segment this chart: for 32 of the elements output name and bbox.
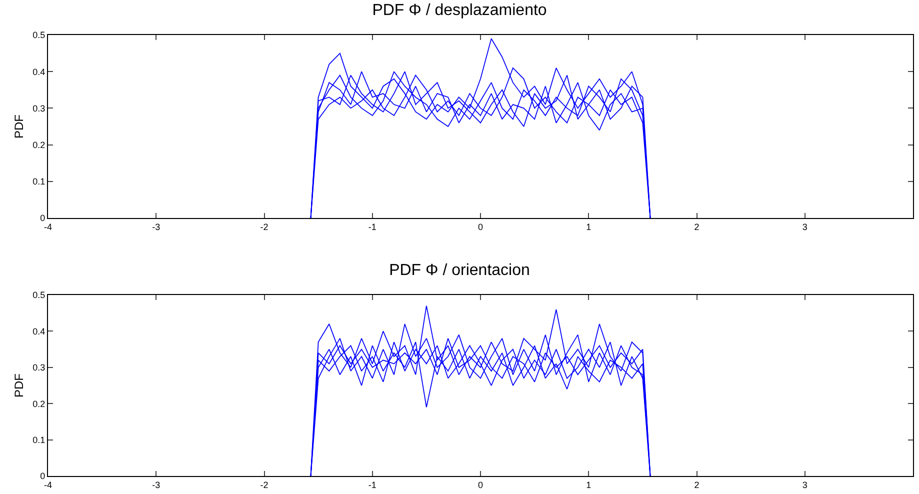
x-tick-label: 0 xyxy=(478,480,484,490)
chart-title: PDF Φ / orientacion xyxy=(389,262,530,279)
y-axis-title: PDF xyxy=(12,374,26,398)
y-tick-label: 0.5 xyxy=(32,30,46,40)
x-tick-label: -2 xyxy=(260,480,268,490)
y-tick-label: 0.2 xyxy=(32,398,46,409)
x-tick-label: 1 xyxy=(586,222,592,232)
x-tick-label: -3 xyxy=(152,222,160,232)
y-tick-label: 0.1 xyxy=(32,434,46,445)
y-tick-label: 0.3 xyxy=(32,103,46,114)
x-tick-label: 1 xyxy=(586,480,592,490)
y-tick-label: 0.2 xyxy=(32,140,46,150)
x-tick-label: -1 xyxy=(368,480,376,490)
y-tick-label: 0.4 xyxy=(32,66,46,77)
y-tick-label: 0 xyxy=(40,213,46,224)
y-tick-label: 0 xyxy=(40,471,46,482)
x-tick-label: 3 xyxy=(802,480,808,490)
y-axis-title: PDF xyxy=(12,114,26,138)
chart-title: PDF Φ / desplazamiento xyxy=(372,2,547,19)
x-tick-label: -1 xyxy=(368,222,376,232)
y-tick-label: 0.3 xyxy=(32,362,46,373)
x-tick-label: -4 xyxy=(44,222,52,232)
x-tick-label: -3 xyxy=(152,480,160,490)
x-tick-label: -2 xyxy=(260,222,268,232)
x-tick-label: 2 xyxy=(694,222,700,232)
x-tick-label: 0 xyxy=(478,222,484,232)
x-tick-label: 2 xyxy=(694,480,700,490)
y-tick-label: 0.5 xyxy=(32,290,46,300)
x-tick-label: -4 xyxy=(44,480,52,490)
x-tick-label: 3 xyxy=(802,222,808,232)
y-tick-label: 0.1 xyxy=(32,176,46,187)
y-tick-label: 0.4 xyxy=(32,326,46,336)
